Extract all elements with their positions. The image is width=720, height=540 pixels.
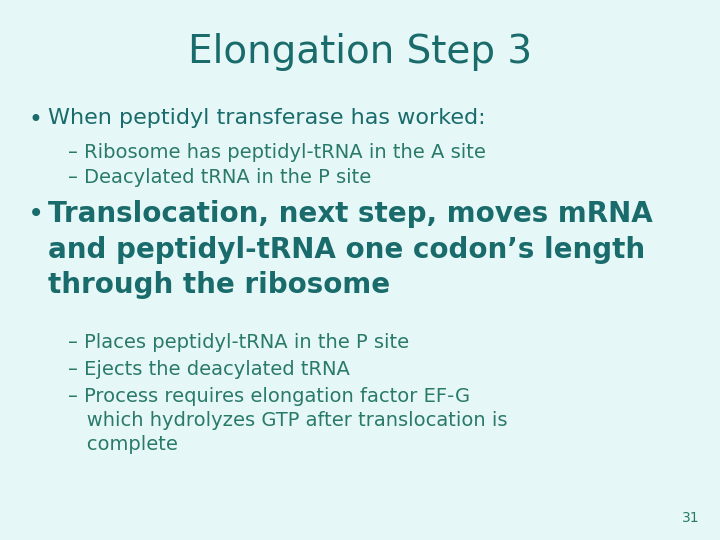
- Text: •: •: [28, 200, 44, 228]
- Text: which hydrolyzes GTP after translocation is: which hydrolyzes GTP after translocation…: [68, 411, 508, 430]
- Text: – Ribosome has peptidyl-tRNA in the A site: – Ribosome has peptidyl-tRNA in the A si…: [68, 143, 486, 162]
- Text: – Deacylated tRNA in the P site: – Deacylated tRNA in the P site: [68, 168, 372, 187]
- Text: When peptidyl transferase has worked:: When peptidyl transferase has worked:: [48, 108, 485, 128]
- Text: – Places peptidyl-tRNA in the P site: – Places peptidyl-tRNA in the P site: [68, 333, 409, 352]
- Text: complete: complete: [68, 435, 178, 454]
- Text: 31: 31: [683, 511, 700, 525]
- Text: Elongation Step 3: Elongation Step 3: [188, 33, 532, 71]
- Text: Translocation, next step, moves mRNA
and peptidyl-tRNA one codon’s length
throug: Translocation, next step, moves mRNA and…: [48, 200, 653, 299]
- Text: – Ejects the deacylated tRNA: – Ejects the deacylated tRNA: [68, 360, 350, 379]
- Text: – Process requires elongation factor EF-G: – Process requires elongation factor EF-…: [68, 387, 470, 406]
- Text: •: •: [28, 108, 42, 132]
